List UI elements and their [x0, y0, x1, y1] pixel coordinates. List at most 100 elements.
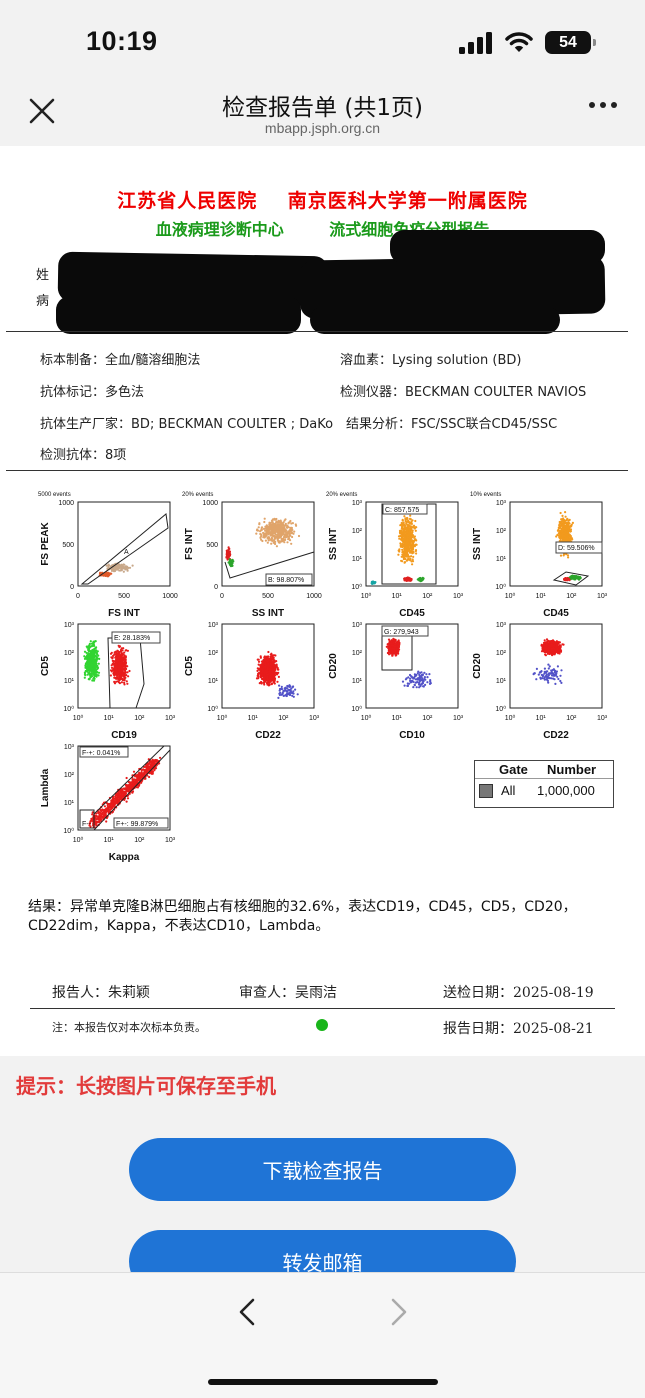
event-dot: [566, 526, 569, 530]
event-dot: [267, 664, 271, 668]
close-icon[interactable]: [26, 95, 58, 127]
event-dot: [276, 539, 280, 542]
event-dot: [275, 517, 278, 521]
event-dot: [115, 680, 118, 683]
event-dot: [111, 657, 114, 660]
event-dot: [577, 578, 581, 581]
event-dot: [413, 535, 416, 538]
event-dot: [91, 644, 95, 647]
event-dot: [385, 645, 388, 648]
event-dot: [559, 511, 562, 515]
event-dot: [273, 669, 276, 672]
event-dot: [259, 532, 262, 536]
event-dot: [255, 532, 258, 535]
event-dot: [265, 671, 268, 674]
event-dot: [90, 670, 93, 673]
event-dot: [266, 675, 269, 678]
event-dot: [560, 669, 563, 672]
tick-label: 0: [70, 584, 74, 591]
gate-label: D: 59.506%: [558, 545, 595, 552]
more-icon[interactable]: [589, 102, 617, 108]
event-dot: [105, 564, 108, 567]
lysing-value: Lysing solution (BD): [392, 353, 522, 368]
report-image[interactable]: 江苏省人民医院 南京医科大学第一附属医院 血液病理诊断中心 流式细胞免疫分型报告…: [0, 146, 645, 1056]
event-dot: [547, 667, 550, 670]
event-dot: [559, 524, 562, 528]
tick-label: 10⁰: [73, 836, 84, 844]
event-dot: [400, 555, 403, 558]
page-url: mbapp.jsph.org.cn: [264, 120, 381, 136]
event-dot: [391, 654, 394, 657]
event-dot: [290, 531, 294, 534]
signal-icon: [459, 31, 492, 54]
event-dot: [289, 690, 293, 693]
tick-label: 10²: [64, 650, 75, 657]
event-dot: [560, 522, 563, 525]
event-dot: [229, 565, 233, 568]
event-dot: [96, 671, 99, 674]
event-dot: [561, 643, 564, 646]
event-dot: [276, 529, 279, 532]
event-dot: [410, 532, 413, 536]
event-dot: [114, 670, 117, 673]
event-dot: [399, 534, 402, 538]
event-dot: [261, 662, 265, 665]
tick-label: 10³: [64, 622, 75, 629]
event-dot: [115, 677, 118, 680]
event-dot: [282, 524, 285, 527]
event-dot: [403, 684, 406, 687]
event-dot: [265, 534, 268, 537]
event-dot: [127, 675, 130, 678]
event-dot: [112, 660, 116, 663]
event-dot: [268, 683, 271, 686]
gate-outline: [552, 571, 590, 586]
event-dot: [96, 666, 100, 669]
event-dot: [122, 673, 125, 677]
event-dot: [277, 528, 280, 531]
event-dot: [557, 532, 560, 535]
event-dot: [88, 650, 92, 653]
event-dot: [564, 515, 567, 518]
event-dot: [117, 658, 120, 661]
event-dot: [114, 653, 117, 656]
tick-label: 10²: [134, 837, 145, 844]
event-dot: [550, 647, 553, 650]
event-dot: [540, 670, 543, 673]
event-dot: [264, 539, 267, 542]
event-dot: [119, 674, 122, 677]
event-dot: [95, 673, 98, 676]
hospital-name: 江苏省人民医院 南京医科大学第一附属医院: [117, 190, 528, 212]
tick-label: 10⁰: [63, 827, 74, 835]
event-dot: [569, 538, 572, 541]
plot-x-label: FS INT: [108, 608, 140, 619]
event-dot: [110, 666, 114, 669]
event-dot: [407, 676, 410, 679]
event-dot: [550, 641, 553, 644]
event-dot: [557, 677, 560, 681]
event-dot: [277, 675, 280, 678]
event-dot: [566, 554, 570, 557]
tick-label: 10³: [496, 622, 507, 629]
event-dot: [95, 664, 98, 667]
event-dot: [547, 672, 551, 675]
dot-cloud: [370, 580, 377, 585]
tick-label: 10⁰: [207, 705, 218, 713]
analysis-value: FSC/SSC联合CD45/SSC: [411, 417, 558, 432]
event-dot: [123, 659, 127, 662]
event-dot: [411, 531, 414, 534]
event-dot: [292, 690, 295, 693]
tick-label: 10¹: [104, 715, 115, 722]
event-dot: [555, 535, 558, 538]
event-dot: [552, 651, 555, 654]
event-dot: [418, 675, 421, 678]
event-dot: [123, 679, 126, 682]
event-dot: [286, 535, 289, 538]
event-dot: [270, 531, 273, 535]
plot-y-label: CD5: [40, 656, 51, 676]
tick-label: 10⁰: [361, 714, 372, 722]
event-dot: [284, 533, 287, 536]
event-dot: [409, 551, 412, 554]
event-dot: [118, 650, 121, 654]
event-dot: [84, 666, 87, 669]
plot-x-label: CD22: [255, 730, 281, 741]
